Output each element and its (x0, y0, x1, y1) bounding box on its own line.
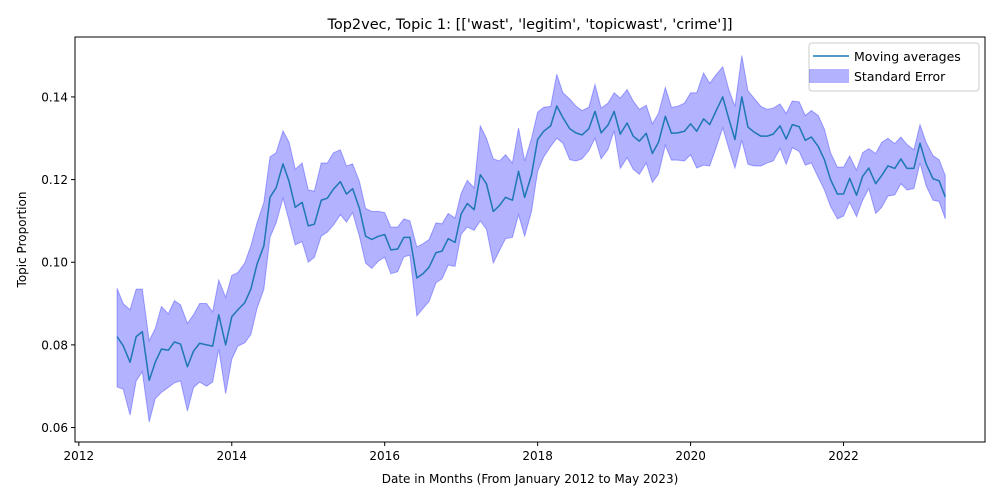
y-tick-label: 0.08 (41, 338, 68, 352)
x-axis-title: Date in Months (From January 2012 to May… (382, 472, 679, 486)
plot-frame (74, 36, 986, 443)
y-tick-label: 0.12 (41, 173, 68, 187)
x-tick-label: 2016 (369, 449, 400, 463)
plot-layer (116, 55, 946, 423)
legend-label-standard-error: Standard Error (854, 69, 946, 84)
standard-error-band (116, 55, 946, 423)
x-tick-label: 2020 (675, 449, 706, 463)
y-tick-label: 0.14 (41, 90, 68, 104)
x-tick-label: 2014 (216, 449, 247, 463)
legend-label-moving-averages: Moving averages (854, 49, 961, 64)
chart-title: Top2vec, Topic 1: [['wast', 'legitim', '… (326, 17, 732, 33)
x-tick-label: 2012 (64, 449, 95, 463)
x-axis: 2012 2014 2016 2018 2020 2022 (64, 442, 859, 463)
legend-band-swatch (809, 69, 849, 83)
y-axis-title: Topic Proportion (15, 192, 29, 289)
y-axis: 0.06 0.08 0.10 0.12 0.14 (41, 90, 75, 435)
legend-box (808, 42, 980, 92)
legend: Moving averages Standard Error (808, 42, 980, 92)
y-tick-label: 0.10 (41, 256, 68, 270)
x-tick-label: 2022 (828, 449, 859, 463)
y-tick-label: 0.06 (41, 421, 68, 435)
series-line-moving-averages (116, 96, 946, 382)
x-tick-label: 2018 (522, 449, 553, 463)
